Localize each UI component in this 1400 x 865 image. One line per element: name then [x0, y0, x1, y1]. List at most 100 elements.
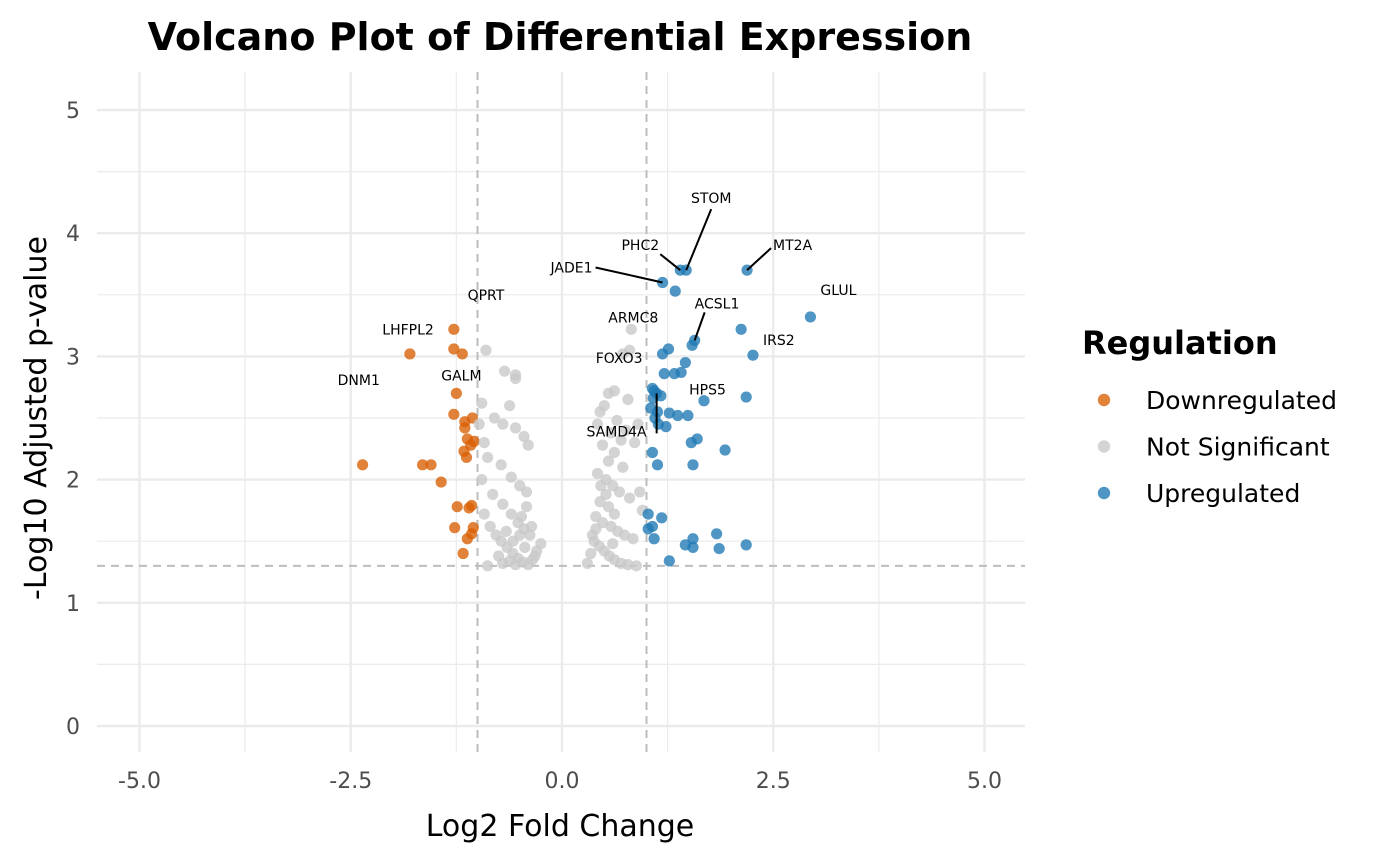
point-upregulated — [642, 523, 654, 535]
point-not-significant — [519, 541, 531, 553]
point-downregulated — [448, 323, 460, 335]
point-not-significant — [613, 486, 626, 498]
annotation-leader-line — [659, 253, 681, 271]
legend-key-not-significant — [1097, 440, 1111, 453]
point-not-significant — [630, 560, 642, 572]
point-not-significant — [497, 498, 509, 510]
point-upregulated — [669, 285, 681, 297]
point-not-significant — [634, 486, 646, 498]
point-not-significant — [509, 372, 522, 385]
point-not-significant — [618, 529, 631, 541]
point-downregulated — [450, 387, 462, 399]
point-not-significant — [518, 430, 530, 443]
point-downregulated — [425, 459, 437, 471]
y-tick-label: 4 — [66, 222, 80, 247]
legend-label: Not Significant — [1146, 433, 1330, 462]
gene-label-glul: GLUL — [820, 283, 856, 299]
point-not-significant — [509, 559, 522, 571]
point-not-significant — [482, 560, 494, 572]
point-upregulated — [672, 409, 684, 422]
point-not-significant — [624, 492, 636, 504]
y-axis-ticks: 0 1 2 3 4 5 — [66, 99, 80, 740]
gene-label-mt2a: MT2A — [773, 238, 813, 254]
point-upregulated — [698, 395, 710, 407]
annotation-leader-line — [746, 247, 772, 271]
gene-label-stom: STOM — [691, 191, 732, 207]
point-downregulated — [448, 343, 460, 355]
point-not-significant — [525, 520, 538, 533]
point-upregulated — [679, 356, 691, 369]
point-not-significant — [487, 488, 499, 500]
point-not-significant — [622, 393, 634, 406]
gene-label-foxo3: FOXO3 — [596, 351, 643, 367]
annotation-leader-line — [595, 266, 663, 284]
y-tick-label: 5 — [66, 99, 80, 124]
point-not-significant — [500, 525, 512, 537]
point-not-significant — [476, 397, 488, 409]
point-not-significant — [591, 467, 604, 480]
point-not-significant — [602, 387, 615, 399]
point-not-significant — [620, 424, 632, 436]
gene-label-hps5: HPS5 — [689, 382, 726, 398]
point-not-significant — [600, 488, 612, 500]
point-not-significant — [625, 323, 637, 335]
point-downregulated — [435, 476, 447, 488]
point-not-significant — [585, 547, 597, 560]
point-upregulated — [663, 407, 675, 419]
point-upregulated — [658, 368, 670, 380]
legend-title: Regulation — [1082, 324, 1278, 362]
point-not-significant — [535, 538, 547, 550]
y-axis-title: -Log10 Adjusted p-value — [19, 236, 54, 600]
point-not-significant — [514, 529, 526, 541]
point-not-significant — [605, 427, 617, 439]
point-upregulated — [804, 311, 817, 323]
point-not-significant — [497, 418, 509, 430]
point-upregulated — [642, 508, 654, 520]
point-not-significant — [617, 348, 629, 360]
point-downregulated — [416, 459, 429, 471]
gene-label-phc2: PHC2 — [621, 238, 659, 254]
point-not-significant — [602, 455, 615, 467]
legend-key-upregulated — [1097, 486, 1111, 500]
point-upregulated — [663, 555, 675, 567]
point-upregulated — [656, 276, 669, 289]
point-downregulated — [448, 408, 460, 420]
point-not-significant — [473, 418, 485, 430]
legend: Regulation Downregulated Not Significant U… — [1082, 324, 1337, 508]
point-not-significant — [596, 439, 609, 451]
point-downregulated — [463, 502, 475, 514]
point-not-significant — [617, 461, 629, 473]
point-not-significant — [520, 486, 533, 498]
point-upregulated — [713, 542, 725, 555]
point-not-significant — [505, 471, 517, 483]
point-upregulated — [685, 437, 697, 449]
point-downregulated — [459, 422, 471, 434]
grid-lines — [97, 72, 1025, 752]
point-not-significant — [497, 557, 509, 569]
point-upregulated — [682, 409, 694, 422]
gene-label-dnm1: DNM1 — [338, 373, 380, 389]
point-not-significant — [515, 510, 528, 523]
point-not-significant — [495, 459, 507, 471]
point-not-significant — [520, 501, 533, 513]
point-not-significant — [581, 557, 593, 569]
point-upregulated — [687, 533, 699, 545]
point-upregulated — [686, 339, 698, 351]
annotation-leader-line — [693, 312, 706, 341]
legend-key-downregulated — [1097, 393, 1111, 407]
legend-label: Upregulated — [1146, 479, 1300, 508]
point-not-significant — [478, 508, 490, 520]
point-not-significant — [488, 412, 500, 424]
gene-label-jade1: JADE1 — [550, 260, 593, 276]
point-not-significant — [590, 523, 602, 535]
point-downregulated — [449, 522, 461, 534]
point-not-significant — [607, 538, 619, 550]
point-upregulated — [651, 459, 664, 471]
point-downregulated — [451, 501, 463, 513]
point-upregulated — [648, 533, 660, 545]
point-downregulated — [404, 348, 416, 360]
gene-annotations: STOM MT2A PHC2 JADE1 GLUL ACSL1 IRS2 ARMC8 FOXO3… — [338, 191, 857, 440]
point-not-significant — [595, 480, 607, 492]
point-not-significant — [608, 508, 620, 520]
